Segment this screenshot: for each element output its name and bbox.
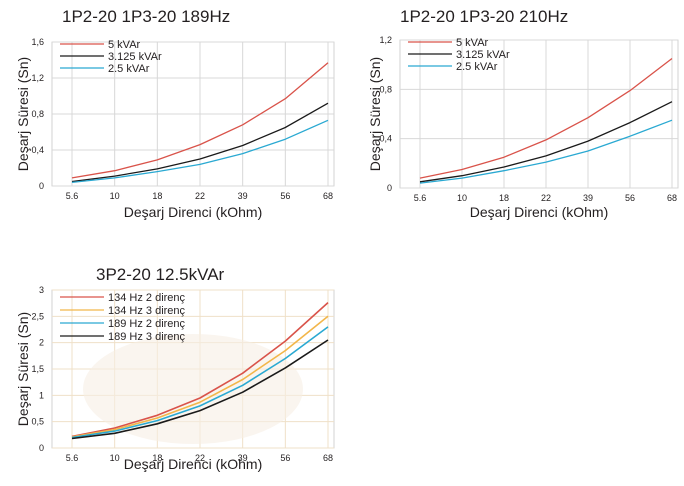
- x-tick-label: 22: [195, 453, 205, 463]
- y-tick-label: 1,2: [379, 35, 392, 45]
- x-axis-label: Deşarj Direnci (kOhm): [124, 456, 262, 472]
- y-tick-label: 0,5: [31, 417, 44, 427]
- x-tick-label: 39: [583, 193, 593, 203]
- series-line-2: [419, 101, 673, 183]
- series-line-3: [71, 119, 329, 184]
- x-tick-label: 56: [625, 193, 635, 203]
- y-tick-label: 1: [39, 390, 44, 400]
- legend-label: 2.5 kVAr: [108, 63, 150, 75]
- x-axis-label: Deşarj Direnci (kOhm): [124, 204, 262, 220]
- x-tick-label: 5.6: [414, 193, 427, 203]
- x-tick-label: 22: [541, 193, 551, 203]
- background-texture: [83, 334, 303, 444]
- x-tick-label: 39: [238, 453, 248, 463]
- x-tick-label: 56: [280, 453, 290, 463]
- legend-label: 134 Hz 3 direnç: [108, 305, 186, 317]
- series-line-4: [71, 339, 329, 440]
- x-tick-label: 18: [152, 453, 162, 463]
- x-tick-label: 18: [499, 193, 509, 203]
- x-tick-label: 10: [110, 453, 120, 463]
- chart-title: 1P2-20 1P3-20 189Hz: [62, 7, 230, 26]
- x-tick-label: 68: [323, 191, 333, 201]
- x-tick-label: 68: [323, 453, 333, 463]
- x-tick-label: 22: [195, 191, 205, 201]
- chart-panel-1: 0 0,4 0,8 1,2 1,6 5.6 10 18 22 39 56 68 5 kVAr3.125 …: [15, 7, 335, 220]
- plot-area: [399, 39, 679, 189]
- y-tick-label: 0: [39, 181, 44, 191]
- x-axis-label: Deşarj Direnci (kOhm): [470, 204, 608, 220]
- y-tick-label: 1,2: [31, 73, 44, 83]
- series-line-3: [419, 119, 673, 184]
- x-tick-label: 10: [110, 191, 120, 201]
- y-tick-label: 2: [39, 338, 44, 348]
- legend-label: 5 kVAr: [456, 37, 489, 49]
- x-tick-label: 5.6: [66, 191, 79, 201]
- legend-label: 189 Hz 3 direnç: [108, 331, 186, 343]
- y-tick-label: 0,8: [379, 84, 392, 94]
- y-tick-label: 3: [39, 285, 44, 295]
- legend-label: 134 Hz 2 direnç: [108, 292, 186, 304]
- y-tick-label: 0: [39, 443, 44, 453]
- series-line-1: [71, 302, 329, 438]
- legend-label: 2.5 kVAr: [456, 61, 498, 73]
- y-tick-label: 0,4: [31, 145, 44, 155]
- y-axis-label: Deşarj Süresi (Sn): [15, 57, 31, 171]
- x-tick-label: 5.6: [66, 453, 79, 463]
- x-tick-label: 18: [152, 191, 162, 201]
- legend-label: 3.125 kVAr: [456, 49, 510, 61]
- chart-title: 3P2-20 12.5kVAr: [96, 265, 225, 284]
- legend-label: 5 kVAr: [108, 39, 141, 51]
- x-tick-label: 39: [238, 191, 248, 201]
- series-line-3: [71, 326, 329, 439]
- x-tick-label: 56: [280, 191, 290, 201]
- y-axis-label: Deşarj Süresi (Sn): [367, 57, 383, 171]
- series-line-1: [419, 57, 673, 179]
- y-tick-label: 1,5: [31, 364, 44, 374]
- series-line-2: [71, 315, 329, 438]
- legend-label: 189 Hz 2 direnç: [108, 318, 186, 330]
- series-line-1: [71, 62, 329, 179]
- y-tick-label: 2,5: [31, 311, 44, 321]
- y-tick-label: 1,6: [31, 37, 44, 47]
- y-tick-label: 0,8: [31, 109, 44, 119]
- chart-title: 1P2-20 1P3-20 210Hz: [400, 7, 568, 26]
- x-tick-label: 68: [667, 193, 677, 203]
- y-tick-label: 0: [387, 183, 392, 193]
- series-line-2: [71, 102, 329, 183]
- chart-panel-3: 0 0,5 1 1,5 2 2,5 3 5.6 10 18 22 39 56 68 134 Hz 2 dir…: [15, 265, 335, 472]
- y-axis-label: Deşarj Süresi (Sn): [15, 312, 31, 426]
- legend-label: 3.125 kVAr: [108, 51, 162, 63]
- y-tick-label: 0,4: [379, 134, 392, 144]
- x-tick-label: 10: [457, 193, 467, 203]
